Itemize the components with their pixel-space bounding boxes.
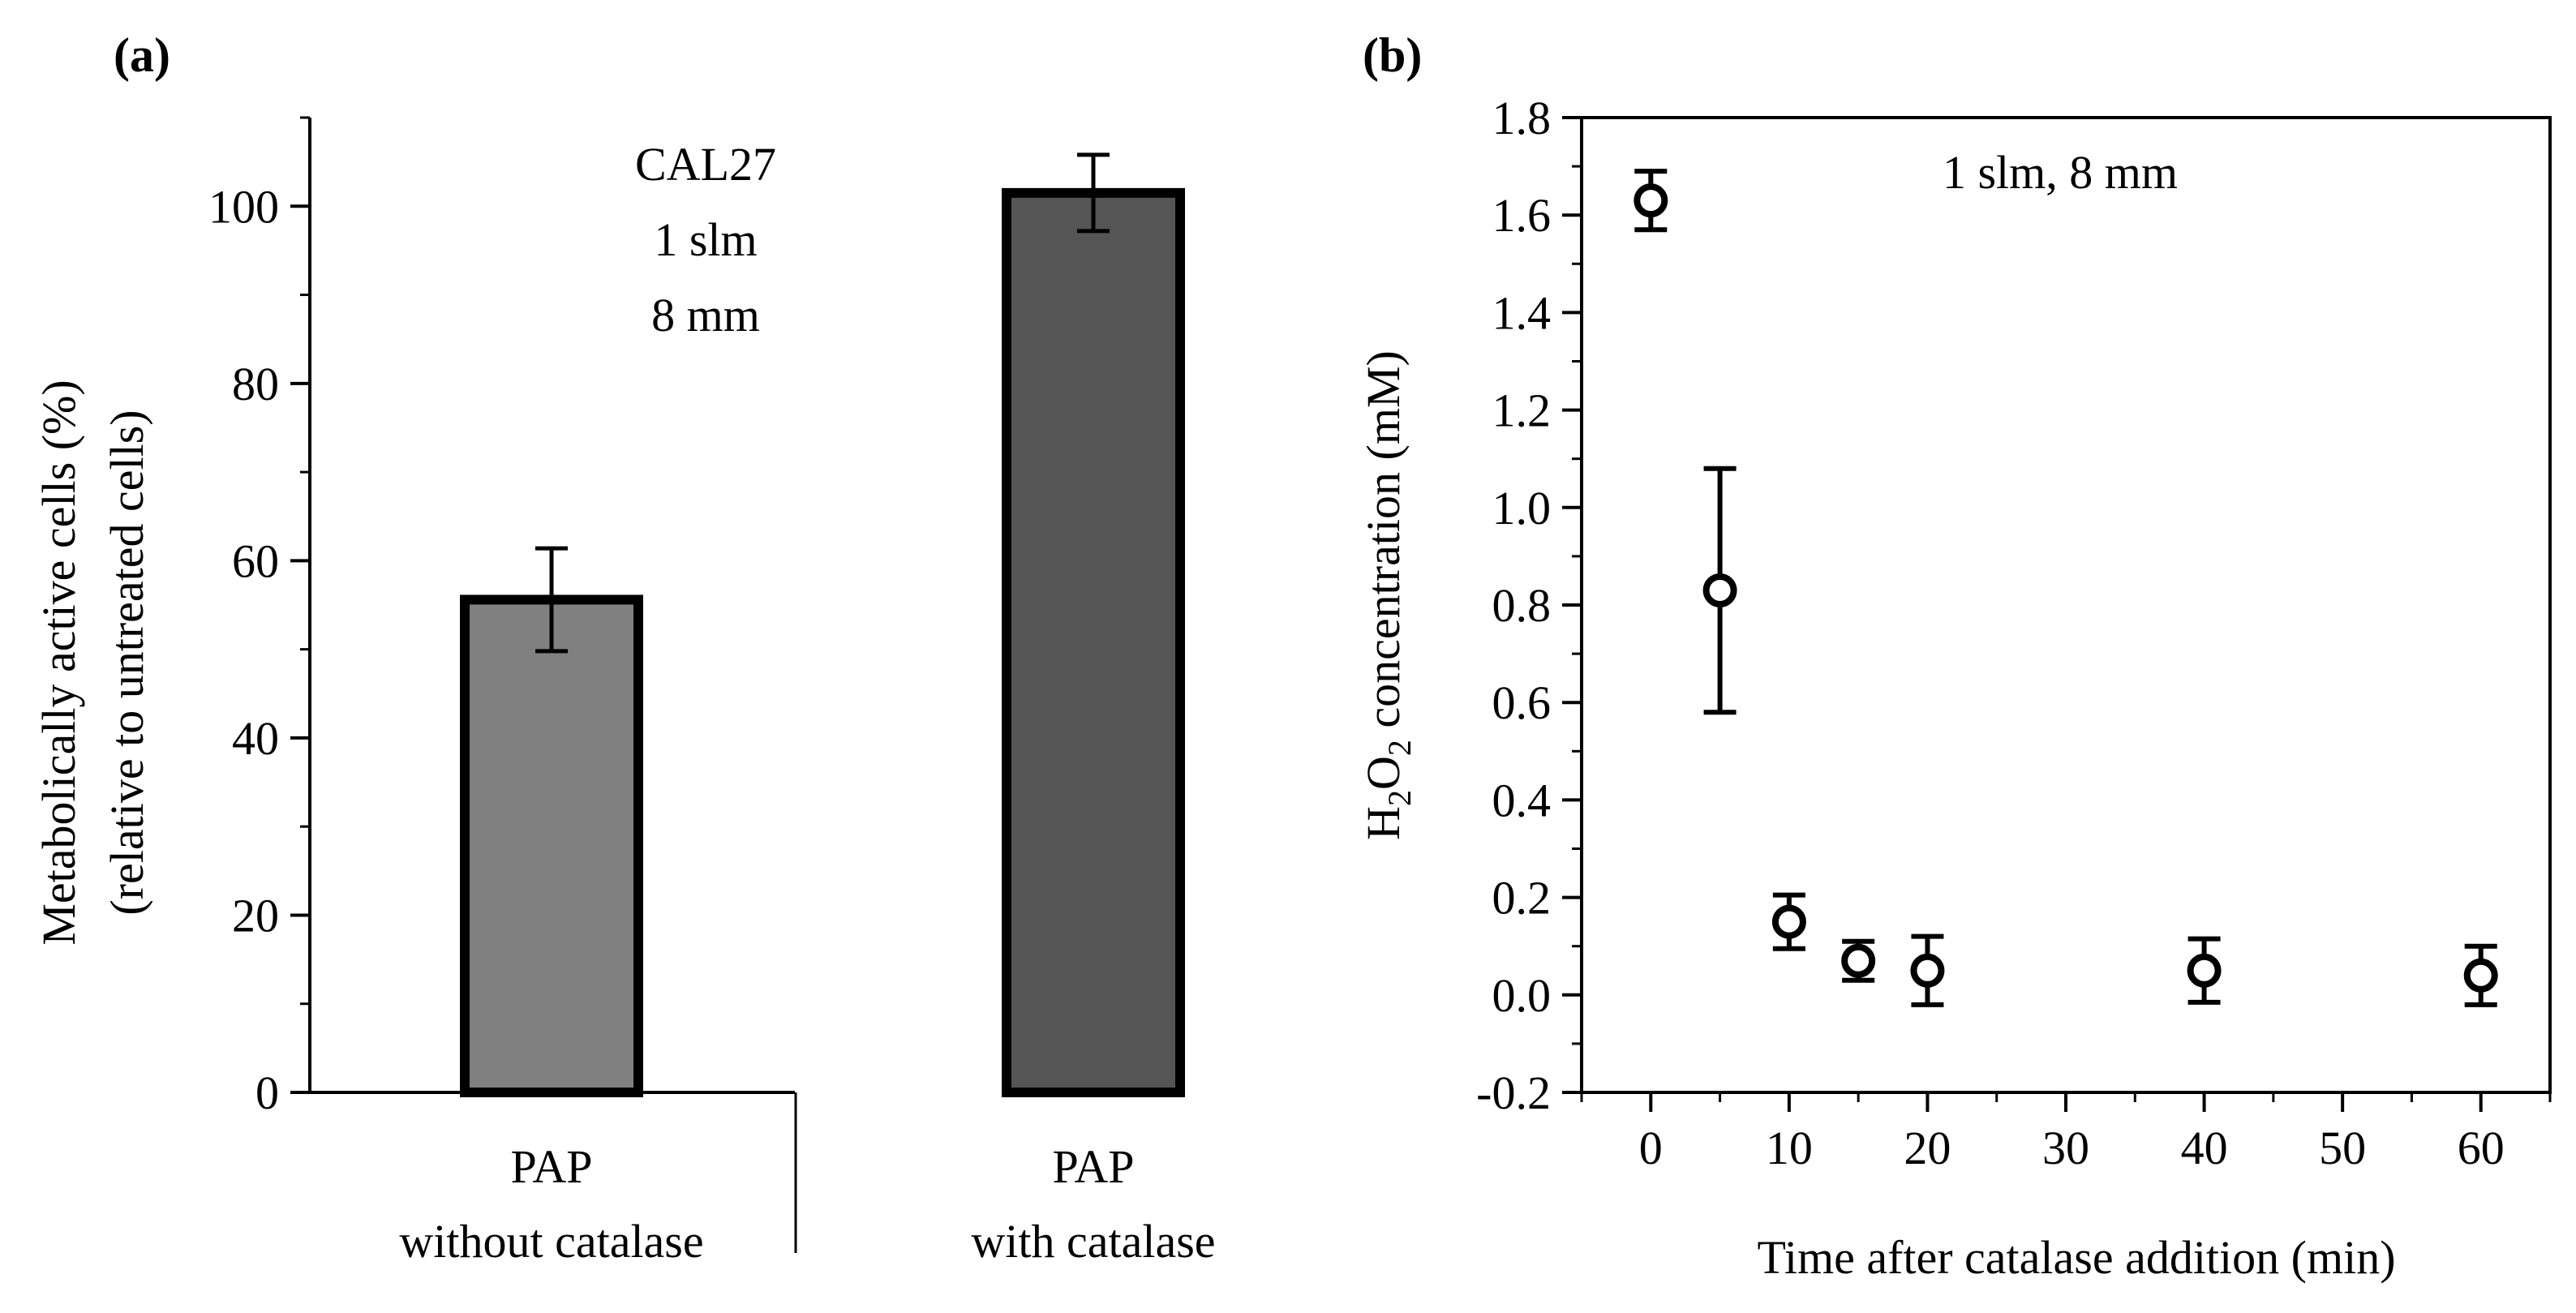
data-point-marker	[2463, 958, 2498, 993]
panel-b-y-tick-label: 0.2	[1492, 872, 1552, 925]
panel-a-category-labels: PAP without catalase PAP with catalase	[399, 1140, 1215, 1268]
panel-b-y-tick-label: 0.8	[1492, 579, 1552, 632]
ylabel-sub-2b: 2	[1381, 740, 1418, 756]
panel-b-y-tick-label: -0.2	[1476, 1066, 1551, 1119]
ylabel-sub-2a: 2	[1381, 790, 1418, 806]
panel-b-label: (b)	[1363, 28, 1422, 82]
panel-a-ylabel-line-2: (relative to untreated cells)	[101, 410, 153, 915]
panel-a-annotation-line-3: 8 mm	[651, 289, 760, 341]
data-point-marker	[1771, 904, 1806, 939]
panel-b-y-tick-label: 0.6	[1492, 676, 1552, 729]
panel-b-y-tick-label: 1.0	[1492, 482, 1552, 534]
panel-a-y-tick-label: 0	[255, 1066, 279, 1119]
category-label-2-line-1: PAP	[1052, 1140, 1134, 1193]
data-point-marker	[1841, 943, 1876, 978]
panel-b-y-tick-label: 0.0	[1492, 969, 1552, 1022]
panel-b-axes: -0.2 0.0 0.2 0.4 0.6 0.8 1.0 1.2 1.4 1.6 1.8 0 10 20 3…	[1476, 92, 2552, 1174]
panel-b-y-tick-label: 1.6	[1492, 189, 1552, 242]
panel-b-x-tick-label: 30	[2042, 1122, 2089, 1174]
category-label-1-line-1: PAP	[510, 1140, 592, 1193]
bar	[1002, 187, 1185, 1097]
panel-a-ylabel-line-1: Metabolically active cells (%)	[32, 380, 85, 945]
panel-b-points	[1634, 169, 2498, 1007]
panel-a-annotation-line-1: CAL27	[635, 138, 776, 191]
panel-b-x-axis-title: Time after catalase addition (min)	[1757, 1231, 2395, 1284]
panel-a-annotation: CAL27 1 slm 8 mm	[635, 138, 776, 341]
panel-b-x-tick-label: 60	[2458, 1122, 2505, 1174]
ylabel-o: O	[1357, 756, 1410, 790]
panel-b-y-tick-label: 0.4	[1492, 774, 1552, 826]
panel-a-label: (a)	[114, 28, 170, 82]
bar	[460, 594, 643, 1097]
panel-b-x-tick-label: 20	[1904, 1122, 1951, 1174]
panel-a-y-tick-label: 20	[232, 889, 279, 942]
panel-b-annotation: 1 slm, 8 mm	[1943, 146, 2178, 199]
panel-b-x-tick-label: 50	[2319, 1122, 2366, 1174]
panel-a-y-tick-label: 100	[208, 180, 279, 233]
panel-b-x-tick-label: 0	[1639, 1122, 1663, 1174]
panel-b-x-tick-label: 40	[2181, 1122, 2228, 1174]
data-point-marker	[2187, 953, 2222, 988]
panel-a-axes: 0 20 40 60 80 100	[208, 116, 797, 1253]
category-label-2-line-2: with catalase	[971, 1215, 1215, 1268]
panel-b-y-tick-label: 1.8	[1492, 92, 1552, 144]
panel-b-y-tick-label: 1.4	[1492, 286, 1552, 339]
panel-b-scatter-chart: (b) -0.2 0.0 0.2 0.4 0.6 0.8 1.0 1.2 1.4 1.6 1.8 0 1…	[1357, 28, 2552, 1284]
panel-b-y-axis-title: H2O2 concentration (mM)	[1357, 350, 1418, 840]
panel-a-y-tick-label: 60	[232, 534, 279, 587]
panel-a-y-tick-label: 40	[232, 712, 279, 765]
panel-a-annotation-line-2: 1 slm	[654, 213, 757, 266]
category-label-1-line-2: without catalase	[399, 1215, 703, 1268]
data-point-marker	[1702, 573, 1737, 607]
ylabel-h: H	[1357, 806, 1410, 840]
panel-a-bar-chart: (a) 0 20 40 60 80 100 CAL27 1 slm 8 mm Metabo…	[32, 28, 1216, 1268]
panel-a-y-tick-label: 80	[232, 358, 279, 410]
panel-a-bars	[460, 152, 1185, 1097]
data-point-marker	[1910, 953, 1945, 988]
panel-b-y-tick-label: 1.2	[1492, 384, 1552, 437]
data-point-marker	[1634, 183, 1668, 218]
panel-b-x-tick-label: 10	[1766, 1122, 1813, 1174]
panel-a-y-axis-title: Metabolically active cells (%) (relative…	[32, 380, 153, 945]
ylabel-suffix: concentration (mM)	[1357, 350, 1410, 740]
